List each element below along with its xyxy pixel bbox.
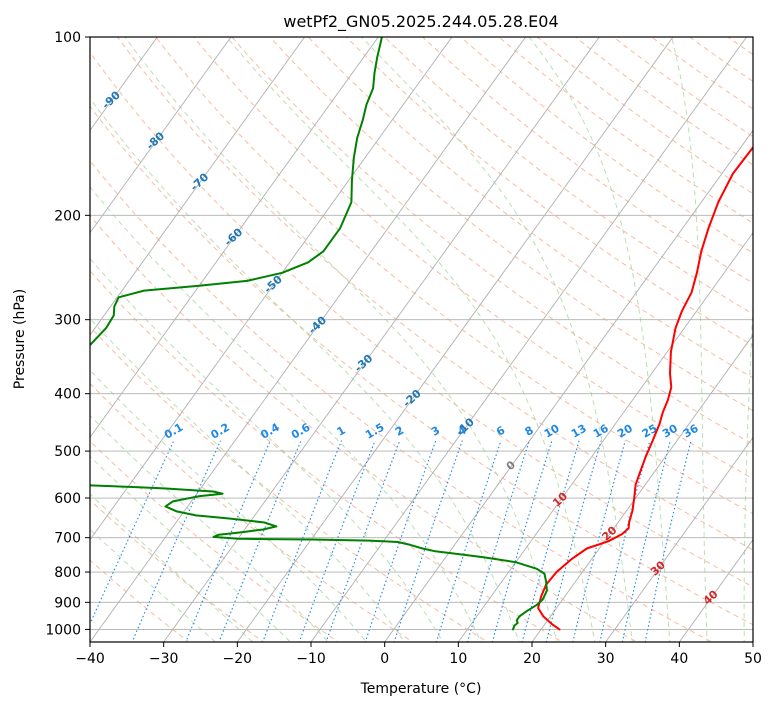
dry-adiabat-line — [269, 37, 753, 412]
isotherms — [90, 37, 753, 642]
dry-adiabat-line — [307, 37, 753, 379]
isotherm-line — [236, 37, 674, 642]
dry-adiabat-line — [116, 37, 753, 551]
dry-adiabat-line — [90, 214, 638, 642]
y-tick-label: 900 — [54, 595, 81, 611]
isotherm-line — [90, 37, 527, 642]
mixing-ratio-line — [131, 440, 222, 642]
mixing-ratio-line — [545, 440, 602, 642]
x-tick-label: 40 — [670, 651, 688, 667]
mixing-ratio-line — [393, 440, 463, 642]
temperature-profile-line — [537, 145, 753, 631]
mixing-ratio-line — [572, 440, 626, 642]
isotherm-line — [384, 129, 753, 642]
mixing-ratio-line — [325, 440, 401, 642]
x-axis-ticks: −40 −30 −20 −10 0 10 20 30 40 50 — [75, 642, 762, 667]
y-tick-label: 700 — [54, 531, 81, 547]
isotherm-line — [90, 37, 453, 541]
y-axis-ticks: 100 200 300 400 500 600 700 800 900 1000 — [45, 30, 90, 638]
profile-series — [90, 37, 753, 631]
mixing-ratio-line — [599, 440, 651, 642]
moist-adiabat-line — [90, 257, 444, 642]
y-tick-label: 400 — [54, 387, 81, 403]
x-tick-label: −40 — [75, 651, 105, 667]
mixing-ratio-line — [435, 440, 502, 642]
mixing-ratio-line — [491, 440, 553, 642]
moist-adiabat-line — [124, 37, 558, 642]
isotherm-line — [605, 436, 753, 642]
mixing-ratio-lines — [90, 440, 692, 642]
isotherm-line — [90, 37, 306, 336]
dry-adiabat-line — [574, 37, 753, 166]
moist-adiabat-line — [90, 317, 406, 642]
dry-adiabat-line — [90, 160, 713, 642]
mixing-ratio-line — [644, 440, 692, 642]
dry-adiabat-line — [383, 37, 753, 315]
dry-adiabat-line — [90, 382, 414, 642]
dry-adiabat-line — [90, 51, 753, 588]
isobars — [90, 37, 753, 630]
y-tick-label: 1000 — [45, 622, 81, 638]
moist-adiabat-line — [90, 493, 254, 642]
moist-adiabat-line — [90, 97, 520, 642]
y-tick-label: 600 — [54, 491, 81, 507]
x-axis-label: Temperature (°C) — [360, 681, 482, 697]
dry-adiabats — [90, 37, 753, 642]
moist-adiabat-line — [90, 455, 292, 642]
mixing-ratio-line — [466, 440, 530, 642]
x-tick-label: −20 — [223, 651, 253, 667]
moist-adiabat-line — [528, 37, 671, 642]
mixing-ratio-line — [185, 440, 271, 642]
x-tick-label: −30 — [149, 651, 179, 667]
isotherm-line — [90, 37, 158, 132]
x-tick-label: 10 — [449, 651, 467, 667]
moist-adiabat-line — [225, 37, 596, 642]
chart-title: wetPf2_GN05.2025.244.05.28.E04 — [283, 12, 558, 32]
plot-frame — [89, 36, 754, 643]
dry-adiabat-line — [154, 37, 753, 515]
moist-adiabat-line — [671, 37, 708, 642]
isotherm-line — [310, 37, 748, 642]
dry-adiabat-line — [90, 105, 753, 626]
mixing-ratio-line — [621, 440, 671, 642]
dry-adiabat-line — [345, 37, 753, 347]
dry-adiabat-line — [193, 37, 753, 480]
moist-adiabat-line — [743, 298, 753, 642]
dry-adiabat-line — [90, 326, 489, 642]
isotherm-line — [90, 37, 379, 439]
isotherm-line — [457, 231, 753, 642]
mixing-ratio-line — [90, 440, 175, 626]
x-tick-label: −10 — [296, 651, 326, 667]
y-tick-label: 200 — [54, 208, 81, 224]
x-tick-label: 0 — [380, 651, 389, 667]
y-tick-label: 800 — [54, 565, 81, 581]
dewpoint-profile-line — [90, 37, 548, 631]
isotherm-line — [163, 37, 600, 642]
dry-adiabat-line — [231, 37, 753, 445]
mixing-ratio-line — [364, 440, 437, 642]
y-tick-label: 300 — [54, 313, 81, 329]
moist-adiabat-line — [360, 37, 633, 642]
dry-adiabat-line — [90, 499, 265, 642]
dry-adiabat-line — [612, 37, 753, 138]
x-tick-label: 20 — [523, 651, 541, 667]
x-tick-label: 30 — [597, 651, 615, 667]
isotherm-line — [678, 538, 753, 642]
dry-adiabat-line — [90, 270, 564, 642]
moist-adiabat-line — [90, 414, 329, 642]
y-tick-label: 500 — [54, 444, 81, 460]
dry-adiabat-line — [498, 37, 753, 224]
x-tick-label: 50 — [744, 651, 762, 667]
dry-adiabat-line — [460, 37, 753, 254]
isotherm-line — [90, 37, 232, 234]
mixing-ratio-line — [521, 440, 580, 642]
y-tick-label: 100 — [54, 30, 81, 46]
isotherm-line — [531, 334, 753, 642]
y-axis-label: Pressure (hPa) — [12, 289, 28, 389]
